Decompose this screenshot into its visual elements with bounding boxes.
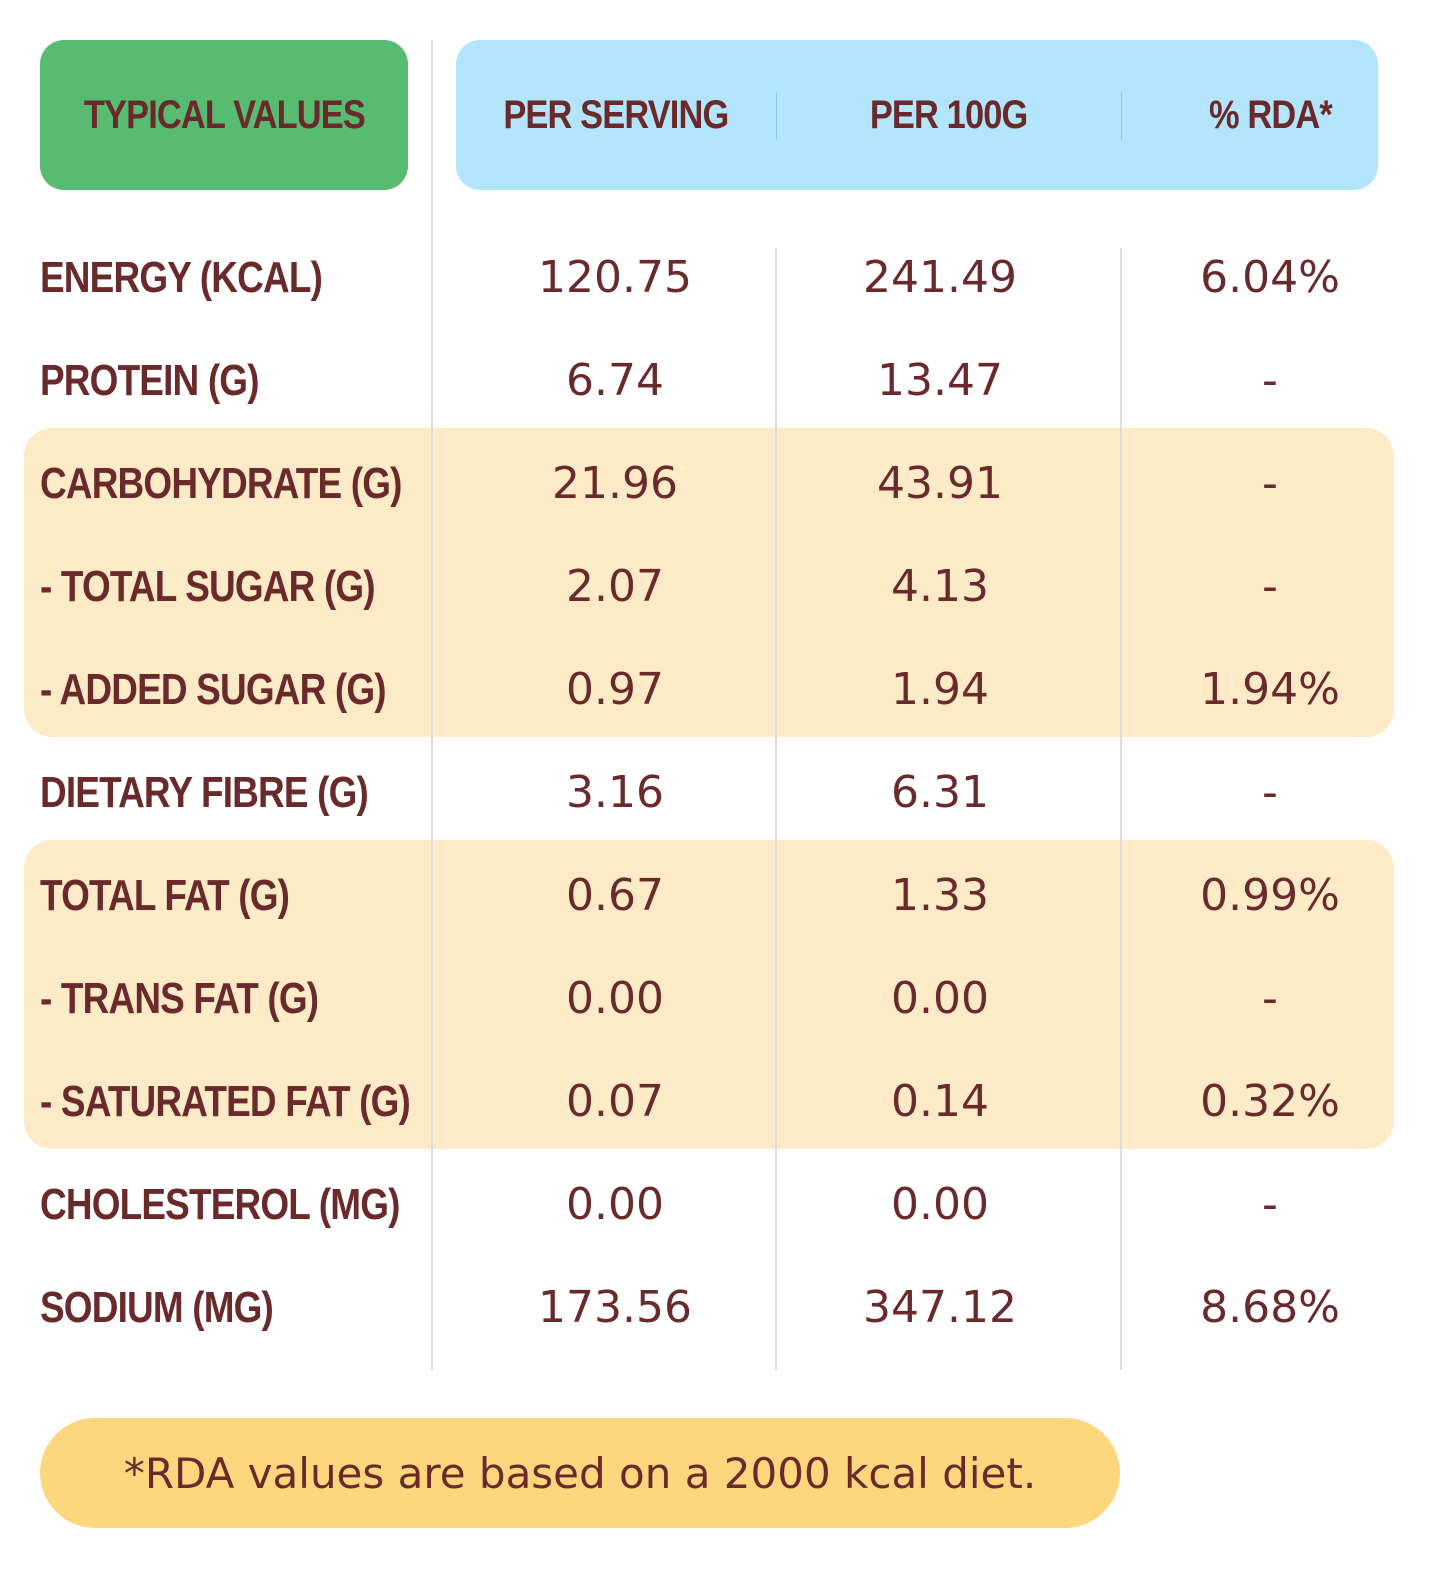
table-row: TOTAL FAT (G) 0.67 1.33 0.99% (0, 844, 1432, 947)
rda-value: - (1262, 458, 1278, 509)
per-serving-value: 0.97 (566, 664, 664, 715)
per-serving-value: 21.96 (552, 458, 678, 509)
per-serving-value: 6.74 (566, 355, 664, 406)
per-serving-header: PER SERVING (456, 40, 776, 190)
per-serving-value: 120.75 (538, 252, 692, 303)
nutrient-label: - ADDED SUGAR (G) (40, 664, 387, 714)
nutrient-label: - TRANS FAT (G) (40, 973, 319, 1023)
table-row: - TOTAL SUGAR (G) 2.07 4.13 - (0, 535, 1432, 638)
fat-highlight-band (24, 840, 1394, 1149)
table-row: - ADDED SUGAR (G) 0.97 1.94 1.94% (0, 638, 1432, 741)
nutrient-label: CHOLESTEROL (MG) (40, 1179, 400, 1229)
typical-values-header: TYPICAL VALUES (40, 40, 408, 190)
per-serving-value: 0.00 (566, 1179, 664, 1230)
rda-value: 8.68% (1200, 1282, 1340, 1333)
per-100g-value: 1.33 (891, 870, 989, 921)
per-100g-value: 241.49 (863, 252, 1017, 303)
per-100g-value: 13.47 (877, 355, 1003, 406)
nutrient-label: - TOTAL SUGAR (G) (40, 561, 376, 611)
per-serving-value: 2.07 (566, 561, 664, 612)
typical-values-label: TYPICAL VALUES (83, 92, 365, 137)
column-divider (1120, 248, 1122, 1370)
rda-value: 6.04% (1200, 252, 1340, 303)
rda-value: - (1262, 355, 1278, 406)
nutrient-label: CARBOHYDRATE (G) (40, 458, 402, 508)
table-row: DIETARY FIBRE (G) 3.16 6.31 - (0, 741, 1432, 844)
per-100g-value: 347.12 (863, 1282, 1017, 1333)
carbohydrate-highlight-band (24, 428, 1394, 737)
rda-value: - (1262, 561, 1278, 612)
rda-footnote: *RDA values are based on a 2000 kcal die… (40, 1418, 1120, 1528)
nutrient-label: TOTAL FAT (G) (40, 870, 290, 920)
table-row: - TRANS FAT (G) 0.00 0.00 - (0, 947, 1432, 1050)
nutrient-label: DIETARY FIBRE (G) (40, 767, 369, 817)
table-row: CHOLESTEROL (MG) 0.00 0.00 - (0, 1153, 1432, 1256)
header-divider (1121, 92, 1122, 140)
nutrient-label: SODIUM (MG) (40, 1282, 274, 1332)
rda-value: 1.94% (1200, 664, 1340, 715)
per-serving-value: 0.00 (566, 973, 664, 1024)
table-row: CARBOHYDRATE (G) 21.96 43.91 - (0, 432, 1432, 535)
rda-label: % RDA* (1208, 92, 1333, 137)
table-row: PROTEIN (G) 6.74 13.47 - (0, 329, 1432, 432)
per-serving-value: 0.67 (566, 870, 664, 921)
header-divider (776, 92, 777, 140)
rda-value: - (1262, 767, 1278, 818)
per-serving-value: 0.07 (566, 1076, 664, 1127)
table-row: - SATURATED FAT (G) 0.07 0.14 0.32% (0, 1050, 1432, 1153)
per-100g-value: 6.31 (891, 767, 989, 818)
per-100g-value: 4.13 (891, 561, 989, 612)
per-100g-value: 0.00 (891, 1179, 989, 1230)
rda-value: 0.32% (1200, 1076, 1340, 1127)
values-header: PER SERVING PER 100G % RDA* (456, 40, 1378, 190)
nutrient-label: ENERGY (KCAL) (40, 252, 323, 302)
table-row: SODIUM (MG) 173.56 347.12 8.68% (0, 1256, 1432, 1359)
per-100g-value: 43.91 (877, 458, 1003, 509)
column-divider (775, 248, 777, 1370)
per-100g-header: PER 100G (777, 40, 1121, 190)
per-serving-value: 3.16 (566, 767, 664, 818)
per-serving-value: 173.56 (538, 1282, 692, 1333)
rda-value: - (1262, 973, 1278, 1024)
nutrient-label: - SATURATED FAT (G) (40, 1076, 411, 1126)
rda-value: 0.99% (1200, 870, 1340, 921)
table-row: ENERGY (KCAL) 120.75 241.49 6.04% (0, 226, 1432, 329)
rda-header: % RDA* (1122, 40, 1418, 190)
per-serving-label: PER SERVING (503, 92, 729, 137)
rda-value: - (1262, 1179, 1278, 1230)
per-100g-value: 1.94 (891, 664, 989, 715)
per-100g-value: 0.14 (891, 1076, 989, 1127)
rda-footnote-text: *RDA values are based on a 2000 kcal die… (123, 1448, 1037, 1498)
per-100g-label: PER 100G (870, 92, 1028, 137)
per-100g-value: 0.00 (891, 973, 989, 1024)
column-divider (431, 40, 433, 1370)
nutrient-label: PROTEIN (G) (40, 355, 260, 405)
